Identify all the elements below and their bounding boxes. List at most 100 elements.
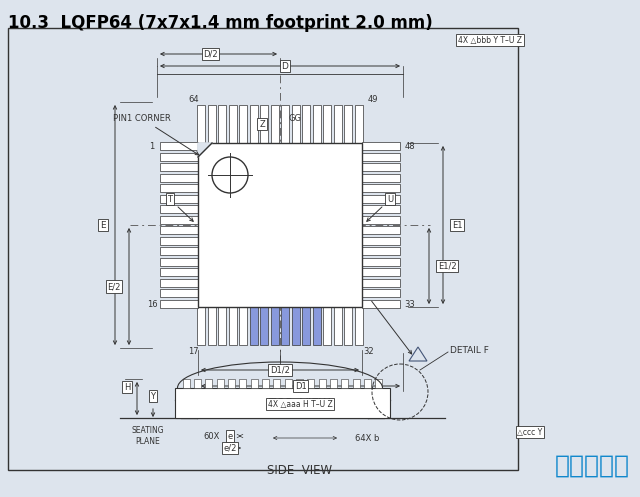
Text: 60X: 60X bbox=[204, 431, 220, 440]
Text: E1/2: E1/2 bbox=[438, 261, 456, 270]
Bar bbox=[355, 105, 363, 143]
Bar bbox=[344, 307, 352, 345]
Text: 49: 49 bbox=[367, 94, 378, 103]
Bar bbox=[362, 289, 400, 297]
Bar bbox=[292, 307, 300, 345]
Bar bbox=[160, 153, 198, 161]
Bar bbox=[228, 105, 237, 143]
Bar bbox=[160, 300, 198, 308]
Bar bbox=[217, 379, 224, 388]
Bar bbox=[194, 379, 201, 388]
Bar bbox=[271, 307, 279, 345]
Bar bbox=[208, 105, 216, 143]
Bar bbox=[160, 226, 198, 234]
Text: 17: 17 bbox=[188, 346, 198, 355]
Bar bbox=[281, 105, 289, 143]
Bar bbox=[362, 300, 400, 308]
Text: www.jc-bearing.com: www.jc-bearing.com bbox=[86, 228, 374, 252]
Bar bbox=[228, 307, 237, 345]
Text: 10.3  LQFP64 (7x7x1.4 mm footprint 2.0 mm): 10.3 LQFP64 (7x7x1.4 mm footprint 2.0 mm… bbox=[8, 14, 433, 32]
Text: 4X △bbb Y T–U Z: 4X △bbb Y T–U Z bbox=[458, 35, 522, 45]
Bar bbox=[302, 307, 310, 345]
Bar bbox=[292, 105, 300, 143]
Text: U: U bbox=[387, 194, 393, 203]
Text: TOP  VIEW: TOP VIEW bbox=[269, 397, 331, 410]
Text: △ccc Y: △ccc Y bbox=[517, 427, 543, 436]
Bar bbox=[239, 105, 247, 143]
Bar bbox=[362, 205, 400, 213]
Bar bbox=[218, 105, 227, 143]
Text: Y: Y bbox=[150, 392, 156, 401]
Bar bbox=[198, 143, 362, 307]
Bar bbox=[333, 307, 342, 345]
Text: 深圳宏力捷: 深圳宏力捷 bbox=[555, 454, 630, 478]
Bar bbox=[160, 184, 198, 192]
Bar bbox=[313, 307, 321, 345]
Bar bbox=[160, 289, 198, 297]
Bar bbox=[362, 237, 400, 245]
Text: SEATING
PLANE: SEATING PLANE bbox=[132, 426, 164, 446]
Bar bbox=[160, 258, 198, 266]
Bar bbox=[208, 307, 216, 345]
Text: e/2: e/2 bbox=[223, 443, 237, 452]
Text: 1: 1 bbox=[149, 142, 155, 151]
Bar bbox=[362, 195, 400, 203]
Bar bbox=[8, 28, 518, 470]
Text: E: E bbox=[100, 221, 106, 230]
Text: 64X b: 64X b bbox=[355, 433, 380, 442]
Bar bbox=[362, 279, 400, 287]
Text: T: T bbox=[168, 194, 173, 203]
Text: D/2: D/2 bbox=[203, 50, 218, 59]
Text: D1/2: D1/2 bbox=[270, 365, 290, 375]
Bar bbox=[281, 307, 289, 345]
Bar bbox=[160, 163, 198, 171]
Bar bbox=[362, 226, 400, 234]
Bar bbox=[355, 307, 363, 345]
Text: 32: 32 bbox=[364, 346, 374, 355]
Bar bbox=[183, 379, 190, 388]
Bar bbox=[341, 379, 348, 388]
Text: PIN1 CORNER: PIN1 CORNER bbox=[113, 114, 199, 155]
Bar bbox=[362, 153, 400, 161]
Bar bbox=[205, 379, 212, 388]
Text: 16: 16 bbox=[147, 300, 157, 309]
Bar bbox=[362, 163, 400, 171]
Bar bbox=[160, 142, 198, 150]
Bar bbox=[362, 184, 400, 192]
Text: e: e bbox=[227, 431, 232, 440]
Bar bbox=[239, 379, 246, 388]
Bar bbox=[260, 307, 268, 345]
Text: GG: GG bbox=[289, 113, 301, 122]
Bar bbox=[362, 258, 400, 266]
Bar bbox=[319, 379, 326, 388]
Text: D1: D1 bbox=[294, 382, 307, 391]
Bar bbox=[157, 102, 403, 348]
Bar bbox=[344, 105, 352, 143]
Bar bbox=[260, 105, 268, 143]
Text: E/2: E/2 bbox=[108, 282, 121, 291]
Bar bbox=[160, 279, 198, 287]
Text: DETAIL F: DETAIL F bbox=[450, 345, 489, 354]
Text: 4X △aaa H T–U Z: 4X △aaa H T–U Z bbox=[268, 400, 332, 409]
Bar bbox=[362, 268, 400, 276]
Bar bbox=[160, 195, 198, 203]
Text: E1: E1 bbox=[452, 221, 462, 230]
Bar bbox=[250, 105, 258, 143]
Text: SIDE  VIEW: SIDE VIEW bbox=[268, 464, 333, 477]
Bar bbox=[296, 379, 303, 388]
Bar bbox=[273, 379, 280, 388]
Bar bbox=[364, 379, 371, 388]
Bar bbox=[160, 205, 198, 213]
Bar bbox=[313, 105, 321, 143]
Bar bbox=[307, 379, 314, 388]
Bar bbox=[362, 216, 400, 224]
Bar bbox=[160, 174, 198, 182]
Bar bbox=[239, 307, 247, 345]
Bar bbox=[353, 379, 360, 388]
Bar bbox=[160, 216, 198, 224]
Text: H: H bbox=[124, 383, 130, 392]
Bar bbox=[323, 105, 332, 143]
Bar bbox=[160, 268, 198, 276]
Bar bbox=[250, 307, 258, 345]
Bar bbox=[228, 379, 235, 388]
